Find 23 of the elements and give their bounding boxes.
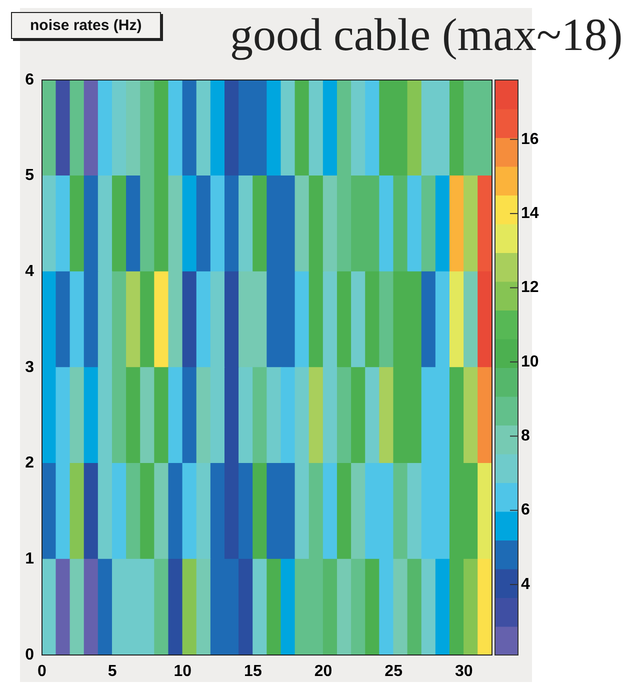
color-bar-label: 6 bbox=[521, 502, 530, 519]
x-tick-label: 15 bbox=[244, 663, 262, 680]
color-bar-label: 14 bbox=[521, 204, 539, 222]
y-tick-label: 3 bbox=[25, 358, 34, 376]
x-tick-label: 20 bbox=[314, 663, 332, 680]
color-bar-label: 16 bbox=[521, 130, 539, 148]
x-tick-label: 10 bbox=[174, 663, 192, 680]
color-bar-label: 4 bbox=[521, 576, 530, 593]
y-tick-label: 1 bbox=[25, 550, 34, 568]
y-tick-label: 6 bbox=[25, 71, 34, 88]
color-bar-label: 10 bbox=[521, 353, 539, 370]
x-tick-label: 5 bbox=[108, 663, 117, 680]
x-tick-label: 0 bbox=[38, 663, 47, 680]
y-tick-label: 0 bbox=[25, 646, 34, 664]
y-tick-label: 4 bbox=[25, 263, 34, 280]
color-bar-label: 12 bbox=[521, 279, 539, 296]
x-tick-label: 30 bbox=[454, 663, 473, 680]
chart-title: noise rates (Hz) bbox=[11, 12, 161, 39]
x-tick-label: 25 bbox=[384, 663, 403, 680]
y-tick-label: 5 bbox=[25, 167, 34, 184]
color-bar-label: 8 bbox=[521, 428, 530, 445]
chart-subtitle: good cable (max~18) bbox=[230, 8, 623, 61]
y-tick-label: 2 bbox=[25, 454, 34, 472]
